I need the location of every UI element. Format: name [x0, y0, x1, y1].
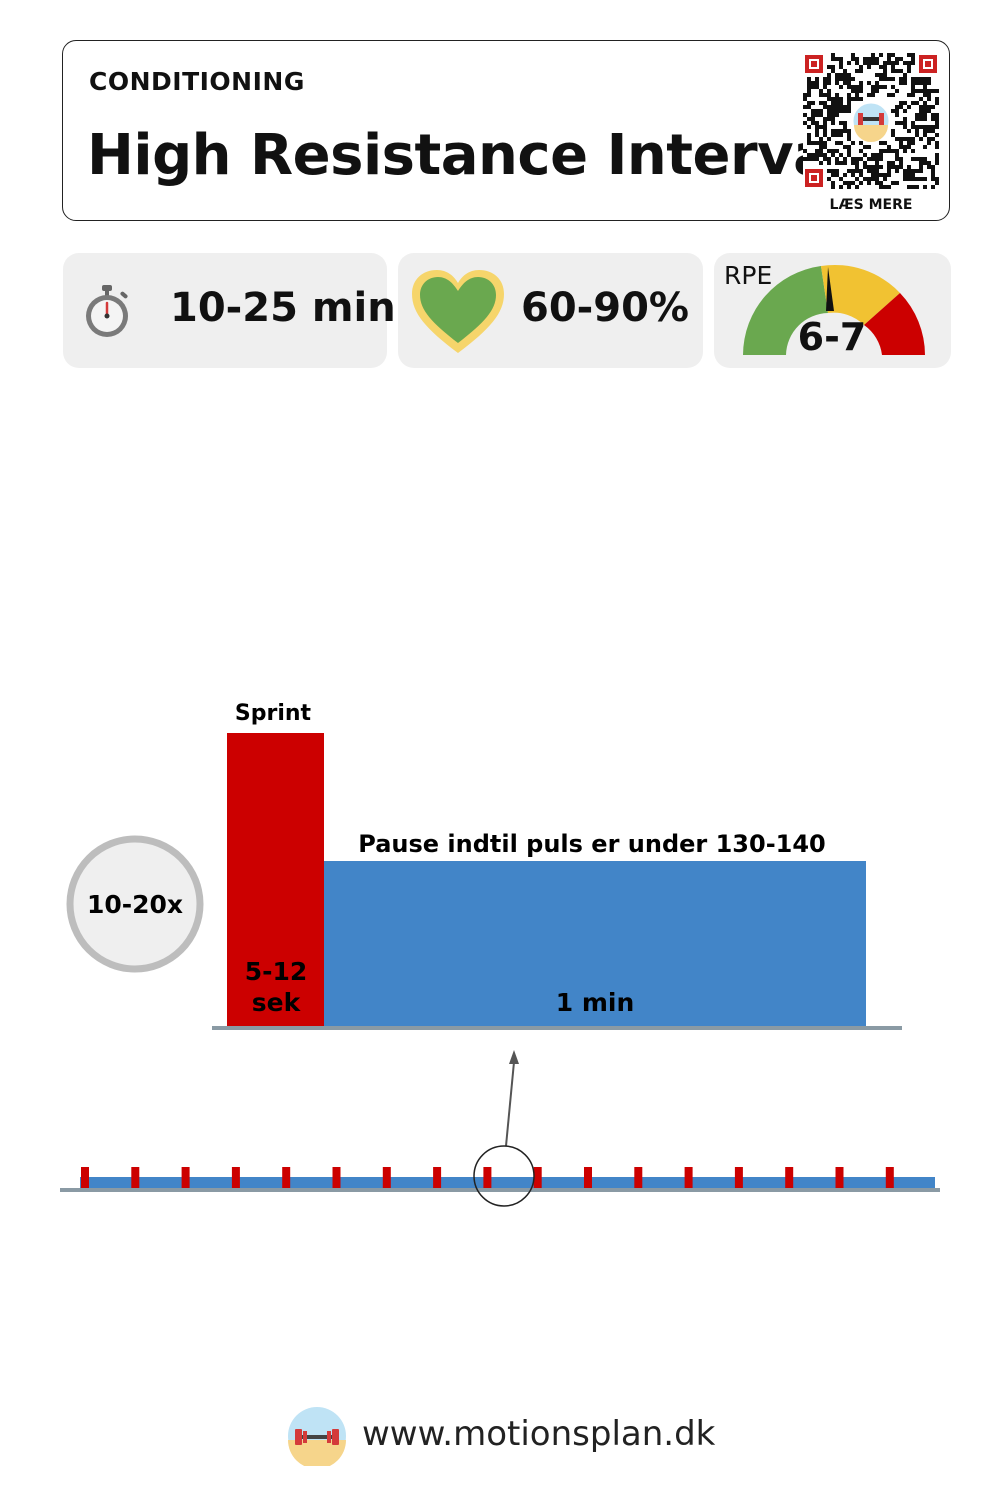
zoom-arrow-head: [509, 1050, 519, 1064]
sprint-bar: [227, 733, 324, 1028]
heart-rate-card: 60-90%: [398, 253, 703, 368]
timeline-sprint-mark: [282, 1167, 291, 1190]
zoom-arrow: [505, 1061, 515, 1147]
timeline-sprint-mark: [131, 1167, 140, 1190]
header-card: CONDITIONING High Resistance Intervals L…: [62, 40, 950, 221]
rest-label: Pause indtil puls er under 130-140: [358, 830, 826, 858]
timeline-sprint-mark: [382, 1167, 391, 1190]
rpe-value: 6-7: [797, 315, 867, 359]
qr-code-icon[interactable]: [803, 53, 939, 189]
category-label: CONDITIONING: [89, 67, 305, 96]
rpe-gauge: [743, 264, 925, 355]
timeline-sprint-mark: [332, 1167, 341, 1190]
timeline-sprint-mark: [433, 1167, 442, 1190]
page-title: High Resistance Intervals: [87, 123, 882, 188]
rest-bar: [324, 861, 866, 1028]
timeline-sprint-mark: [533, 1167, 542, 1190]
timeline-sprint-mark: [231, 1167, 240, 1190]
heart-rate-value: 60-90%: [521, 285, 690, 331]
zoom-circle: [473, 1145, 535, 1207]
timeline-rest-bar: [80, 1177, 935, 1190]
heart-icon: [412, 270, 504, 353]
qr-caption[interactable]: LÆS MERE: [829, 197, 913, 213]
duration-card: 10-25 min: [63, 253, 396, 368]
stopwatch-icon: [86, 285, 128, 337]
timeline-sprint-mark: [885, 1167, 894, 1190]
rpe-label: RPE: [724, 261, 773, 290]
rest-duration-label: 1 min: [556, 988, 635, 1017]
footer-url-link[interactable]: www.motionsplan.dk: [362, 1414, 716, 1454]
motionsplan-logo-icon[interactable]: [287, 1406, 347, 1466]
timeline-sprint-mark: [734, 1167, 743, 1190]
timeline-sprint-mark: [684, 1167, 693, 1190]
timeline-sprint-mark: [634, 1167, 643, 1190]
sprint-duration-label: 5-12 sek: [245, 957, 308, 1017]
timeline-sprint-mark: [81, 1167, 89, 1190]
duration-value: 10-25 min: [170, 285, 396, 331]
repeat-circle: [66, 835, 204, 973]
timeline-sprint-mark: [835, 1167, 844, 1190]
repeat-label: 10-20x: [87, 890, 183, 919]
timeline-sprint-mark: [584, 1167, 592, 1190]
sprint-label: Sprint: [235, 701, 312, 726]
timeline-sprint-marks: [81, 1167, 894, 1190]
timeline-sprint-mark: [785, 1167, 794, 1190]
timeline-sprint-mark: [181, 1167, 190, 1190]
timeline-sprint-mark: [483, 1167, 492, 1190]
rpe-card: RPE 6-7: [714, 253, 951, 368]
